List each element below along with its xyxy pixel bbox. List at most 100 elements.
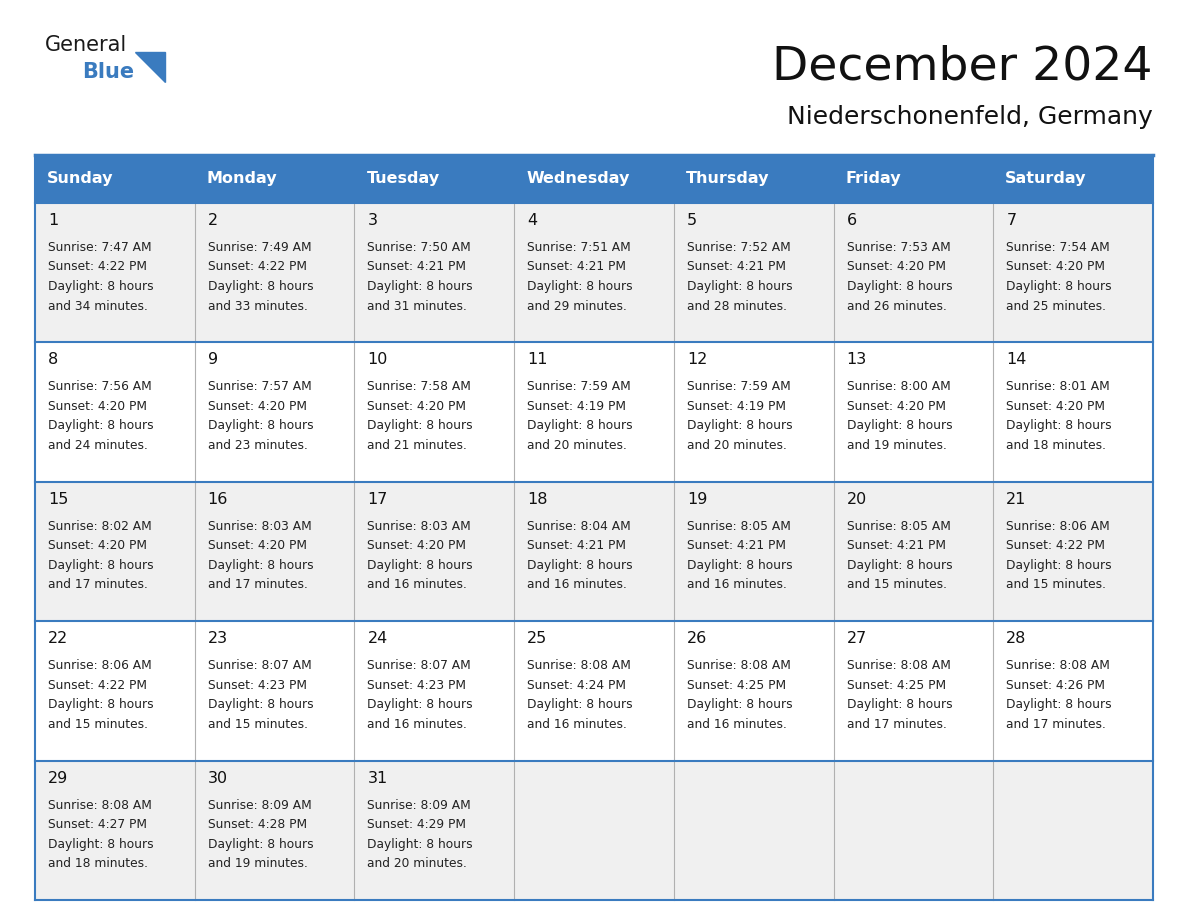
Text: Niederschonenfeld, Germany: Niederschonenfeld, Germany	[788, 105, 1154, 129]
Bar	[34, 155, 195, 203]
Text: Friday: Friday	[846, 172, 902, 186]
Polygon shape	[135, 52, 165, 82]
Text: and 25 minutes.: and 25 minutes.	[1006, 299, 1106, 312]
Text: 19: 19	[687, 492, 707, 507]
Text: and 17 minutes.: and 17 minutes.	[1006, 718, 1106, 731]
Text: and 26 minutes.: and 26 minutes.	[847, 299, 947, 312]
Bar	[514, 482, 674, 621]
Text: Sunrise: 8:08 AM: Sunrise: 8:08 AM	[847, 659, 950, 672]
Text: Wednesday: Wednesday	[526, 172, 630, 186]
Bar	[993, 621, 1154, 761]
Text: Daylight: 8 hours: Daylight: 8 hours	[48, 699, 153, 711]
Text: and 15 minutes.: and 15 minutes.	[208, 718, 308, 731]
Text: Sunset: 4:19 PM: Sunset: 4:19 PM	[687, 400, 785, 413]
Text: Daylight: 8 hours: Daylight: 8 hours	[687, 699, 792, 711]
Text: and 16 minutes.: and 16 minutes.	[527, 578, 627, 591]
Bar	[354, 761, 514, 900]
Text: Daylight: 8 hours: Daylight: 8 hours	[1006, 699, 1112, 711]
Text: Daylight: 8 hours: Daylight: 8 hours	[208, 559, 314, 572]
Text: Sunset: 4:20 PM: Sunset: 4:20 PM	[367, 539, 467, 553]
Text: 22: 22	[48, 632, 68, 646]
Text: 5: 5	[687, 213, 697, 228]
Bar	[195, 621, 354, 761]
Text: Daylight: 8 hours: Daylight: 8 hours	[847, 559, 953, 572]
Text: and 34 minutes.: and 34 minutes.	[48, 299, 147, 312]
Bar	[354, 342, 514, 482]
Text: 25: 25	[527, 632, 548, 646]
Text: General: General	[45, 35, 127, 55]
Text: Sunrise: 8:03 AM: Sunrise: 8:03 AM	[208, 520, 311, 532]
Text: 1: 1	[48, 213, 58, 228]
Text: and 15 minutes.: and 15 minutes.	[48, 718, 148, 731]
Text: Sunset: 4:21 PM: Sunset: 4:21 PM	[687, 539, 785, 553]
Text: Sunset: 4:20 PM: Sunset: 4:20 PM	[48, 539, 147, 553]
Text: and 17 minutes.: and 17 minutes.	[847, 718, 947, 731]
Text: 29: 29	[48, 770, 68, 786]
Bar	[354, 621, 514, 761]
Text: Sunrise: 8:03 AM: Sunrise: 8:03 AM	[367, 520, 472, 532]
Bar	[834, 342, 993, 482]
Text: and 23 minutes.: and 23 minutes.	[208, 439, 308, 452]
Text: 30: 30	[208, 770, 228, 786]
Text: Daylight: 8 hours: Daylight: 8 hours	[1006, 559, 1112, 572]
Text: and 31 minutes.: and 31 minutes.	[367, 299, 467, 312]
Text: Sunrise: 8:08 AM: Sunrise: 8:08 AM	[687, 659, 791, 672]
Text: 26: 26	[687, 632, 707, 646]
Text: and 15 minutes.: and 15 minutes.	[1006, 578, 1106, 591]
Text: Sunrise: 8:02 AM: Sunrise: 8:02 AM	[48, 520, 152, 532]
Text: Monday: Monday	[207, 172, 277, 186]
Text: Sunset: 4:20 PM: Sunset: 4:20 PM	[367, 400, 467, 413]
Text: and 18 minutes.: and 18 minutes.	[48, 857, 148, 870]
Text: and 17 minutes.: and 17 minutes.	[208, 578, 308, 591]
Text: Blue: Blue	[82, 62, 134, 82]
Bar	[834, 621, 993, 761]
Text: Daylight: 8 hours: Daylight: 8 hours	[687, 559, 792, 572]
Text: Sunset: 4:24 PM: Sunset: 4:24 PM	[527, 678, 626, 691]
Text: and 16 minutes.: and 16 minutes.	[367, 718, 467, 731]
Text: and 16 minutes.: and 16 minutes.	[687, 718, 786, 731]
Text: 8: 8	[48, 353, 58, 367]
Bar	[993, 482, 1154, 621]
Text: Sunset: 4:22 PM: Sunset: 4:22 PM	[48, 678, 147, 691]
Text: Sunrise: 8:08 AM: Sunrise: 8:08 AM	[48, 799, 152, 812]
Text: Daylight: 8 hours: Daylight: 8 hours	[847, 280, 953, 293]
Text: Sunset: 4:20 PM: Sunset: 4:20 PM	[847, 261, 946, 274]
Text: 20: 20	[847, 492, 867, 507]
Bar	[993, 203, 1154, 342]
Text: Sunset: 4:29 PM: Sunset: 4:29 PM	[367, 818, 467, 831]
Text: Sunrise: 7:50 AM: Sunrise: 7:50 AM	[367, 241, 472, 254]
Bar	[834, 155, 993, 203]
Bar	[195, 761, 354, 900]
Bar	[34, 342, 195, 482]
Text: Daylight: 8 hours: Daylight: 8 hours	[847, 699, 953, 711]
Text: Sunrise: 8:06 AM: Sunrise: 8:06 AM	[48, 659, 152, 672]
Text: 10: 10	[367, 353, 387, 367]
Text: Sunrise: 8:05 AM: Sunrise: 8:05 AM	[847, 520, 950, 532]
Text: and 15 minutes.: and 15 minutes.	[847, 578, 947, 591]
Text: Daylight: 8 hours: Daylight: 8 hours	[208, 699, 314, 711]
Bar	[354, 203, 514, 342]
Text: Sunrise: 7:59 AM: Sunrise: 7:59 AM	[687, 380, 790, 394]
Text: and 29 minutes.: and 29 minutes.	[527, 299, 627, 312]
Text: Sunrise: 7:57 AM: Sunrise: 7:57 AM	[208, 380, 311, 394]
Text: Sunrise: 8:06 AM: Sunrise: 8:06 AM	[1006, 520, 1110, 532]
Text: Sunset: 4:20 PM: Sunset: 4:20 PM	[48, 400, 147, 413]
Text: 23: 23	[208, 632, 228, 646]
Text: Sunset: 4:21 PM: Sunset: 4:21 PM	[367, 261, 467, 274]
Bar	[993, 342, 1154, 482]
Text: Sunset: 4:27 PM: Sunset: 4:27 PM	[48, 818, 147, 831]
Text: Sunrise: 7:59 AM: Sunrise: 7:59 AM	[527, 380, 631, 394]
Bar	[354, 155, 514, 203]
Text: Daylight: 8 hours: Daylight: 8 hours	[48, 280, 153, 293]
Text: Sunrise: 7:52 AM: Sunrise: 7:52 AM	[687, 241, 790, 254]
Text: Sunset: 4:25 PM: Sunset: 4:25 PM	[847, 678, 946, 691]
Text: 16: 16	[208, 492, 228, 507]
Bar	[514, 761, 674, 900]
Text: Sunset: 4:26 PM: Sunset: 4:26 PM	[1006, 678, 1105, 691]
Bar	[34, 621, 195, 761]
Text: Daylight: 8 hours: Daylight: 8 hours	[208, 280, 314, 293]
Text: 12: 12	[687, 353, 707, 367]
Text: Sunrise: 8:04 AM: Sunrise: 8:04 AM	[527, 520, 631, 532]
Text: Sunrise: 7:56 AM: Sunrise: 7:56 AM	[48, 380, 152, 394]
Text: 9: 9	[208, 353, 217, 367]
